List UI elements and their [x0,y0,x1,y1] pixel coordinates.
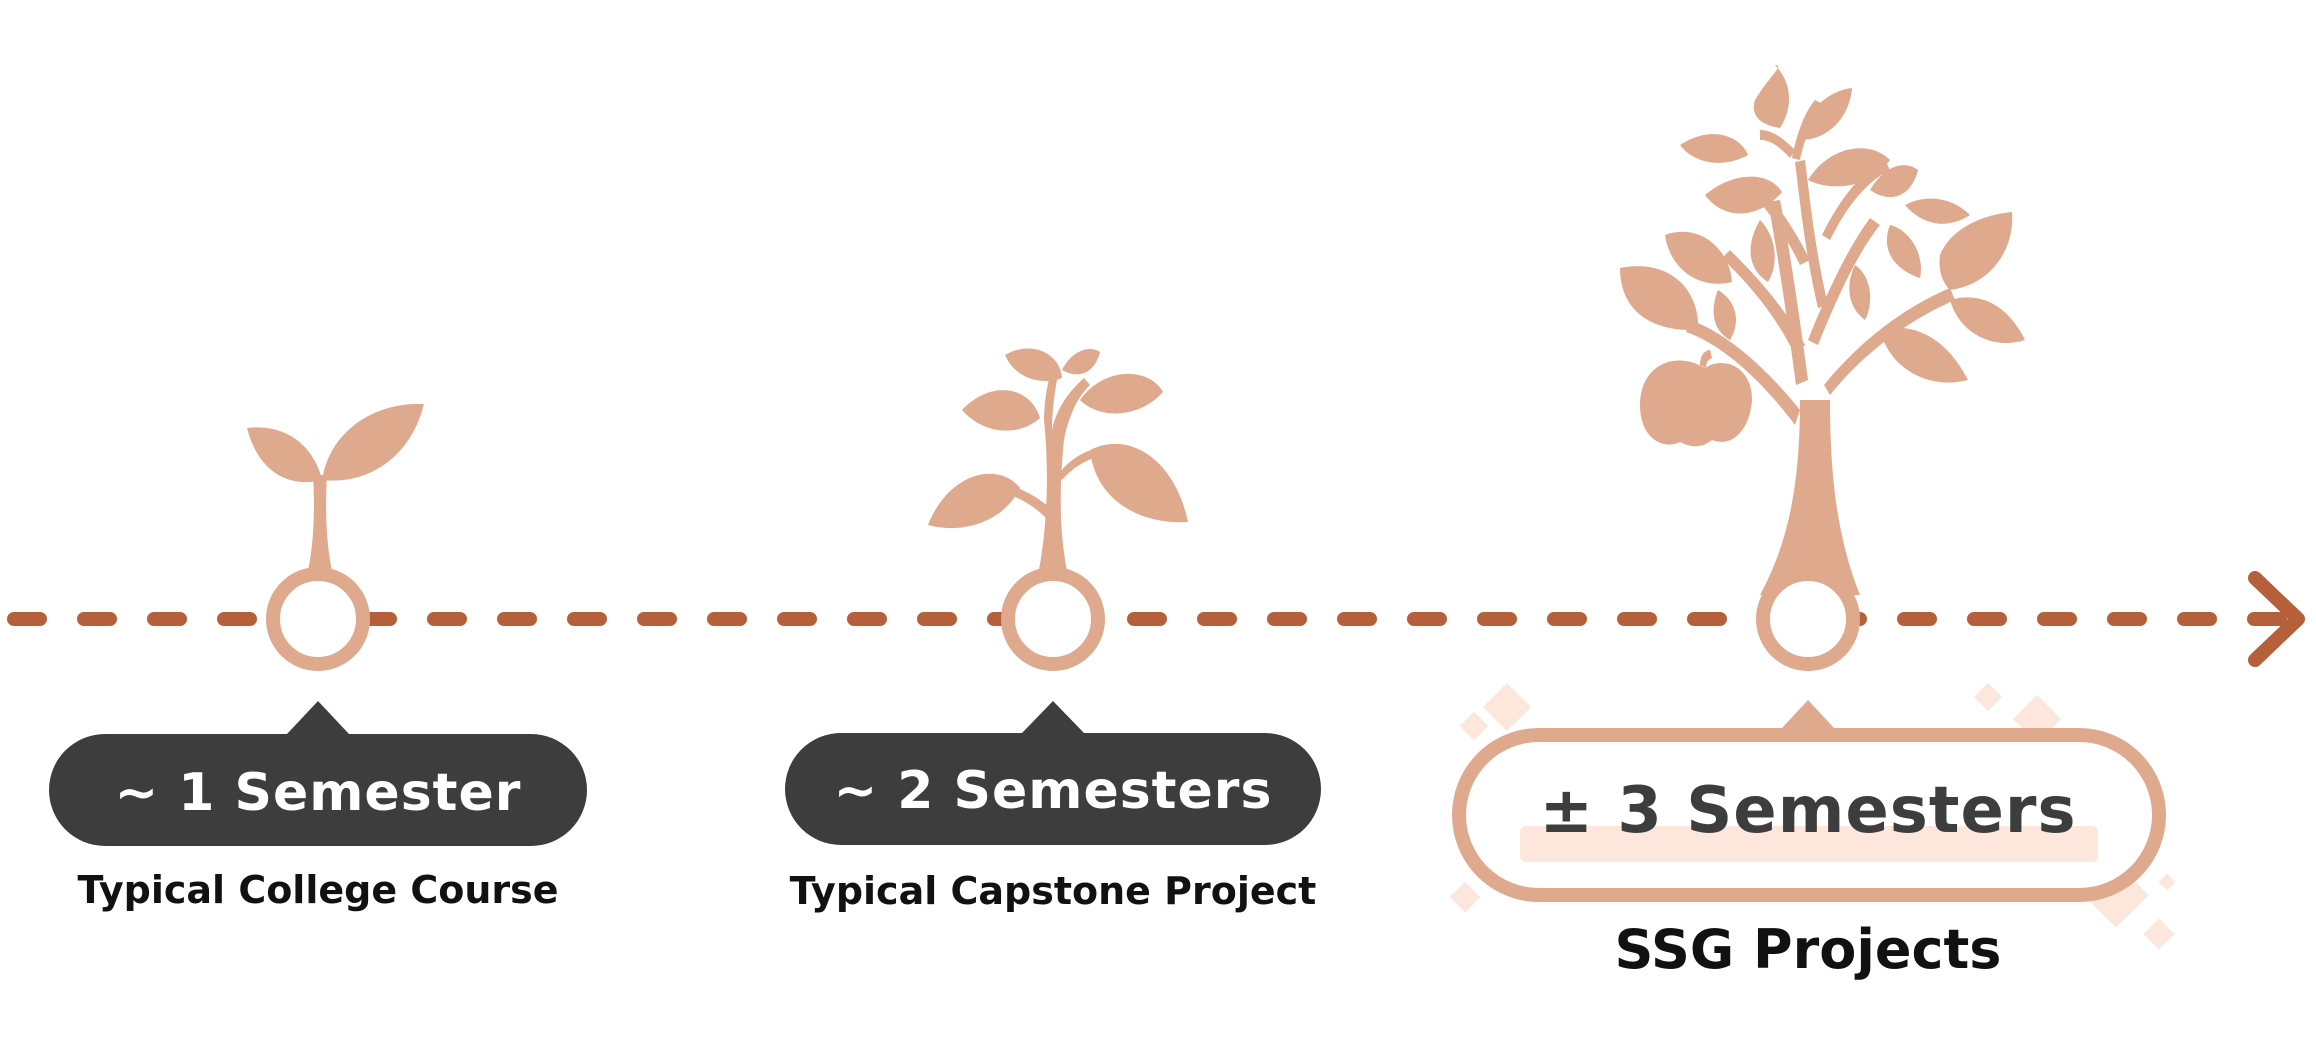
sapling-icon [928,348,1188,575]
stage-3: ± 3 Semesters SSG Projects [1449,65,2176,981]
timeline-node-3 [1756,567,1860,671]
duration-label-2: ~ 2 Semesters [834,761,1273,821]
caption-label-1: Typical College Course [77,868,558,912]
arrow-right-icon [2248,571,2305,667]
stage-2: ~ 2 Semesters Typical Capstone Project [785,348,1321,913]
sprout-icon [247,403,424,575]
apple-tree-icon [1620,65,2025,595]
duration-pill-3: ± 3 Semesters [1452,700,2166,902]
timeline-node-1 [266,567,370,671]
duration-pill-2: ~ 2 Semesters [785,701,1321,845]
timeline-node-2 [1001,567,1105,671]
stage-1: ~ 1 Semester Typical College Course [49,403,587,912]
timeline [7,571,2305,667]
duration-pill-1: ~ 1 Semester [49,701,587,846]
caption-label-2: Typical Capstone Project [790,869,1317,913]
caption-label-3: SSG Projects [1615,918,2002,981]
duration-label-1: ~ 1 Semester [115,763,522,823]
duration-label-3: ± 3 Semesters [1539,774,2076,848]
